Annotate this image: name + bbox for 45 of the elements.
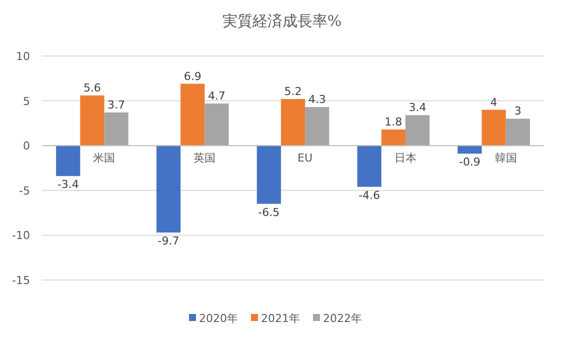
bar bbox=[80, 95, 104, 146]
data-label: 1.8 bbox=[384, 115, 402, 128]
data-label: 4 bbox=[490, 96, 498, 109]
bar bbox=[458, 146, 482, 154]
bar bbox=[256, 146, 281, 204]
bar bbox=[305, 107, 330, 146]
data-label: 6.9 bbox=[184, 70, 202, 83]
x-tick-label: 英国 bbox=[194, 152, 216, 165]
y-tick-label: 10 bbox=[16, 50, 30, 63]
bar bbox=[405, 115, 430, 146]
data-label: -9.7 bbox=[158, 234, 180, 248]
bar bbox=[56, 146, 80, 176]
data-label: 4.3 bbox=[308, 93, 326, 106]
y-tick-label: -5 bbox=[19, 184, 30, 198]
bar bbox=[204, 103, 229, 146]
bar bbox=[156, 146, 181, 233]
data-label: -0.9 bbox=[458, 156, 480, 169]
bar bbox=[180, 84, 205, 146]
data-label: -3.4 bbox=[57, 178, 79, 192]
bar bbox=[104, 112, 128, 146]
data-label: 3.4 bbox=[408, 101, 426, 114]
x-tick-label: EU bbox=[298, 152, 313, 165]
x-tick-label: 日本 bbox=[394, 152, 416, 165]
bar bbox=[381, 129, 406, 146]
bar bbox=[357, 146, 382, 187]
x-tick-label: 韓国 bbox=[494, 152, 517, 165]
legend-label: 2022年 bbox=[323, 312, 362, 325]
legend-label: 2020年 bbox=[199, 312, 238, 325]
chart-title: 実質経済成長率% bbox=[222, 12, 342, 30]
data-label: 5.6 bbox=[83, 81, 101, 94]
bar bbox=[280, 99, 306, 146]
legend-label: 2021年 bbox=[261, 312, 300, 325]
data-label: -6.5 bbox=[258, 206, 280, 219]
y-tick-label: -10 bbox=[12, 229, 30, 242]
data-label: 3.7 bbox=[108, 98, 126, 112]
y-tick-label: 5 bbox=[23, 94, 30, 108]
y-tick-label: -15 bbox=[12, 274, 30, 287]
bar bbox=[506, 118, 530, 146]
bar bbox=[482, 110, 506, 146]
data-label: 5.2 bbox=[284, 85, 302, 98]
y-tick-label: 0 bbox=[23, 140, 30, 153]
data-label: 3 bbox=[514, 104, 522, 118]
data-label: -4.6 bbox=[358, 188, 380, 202]
x-tick-label: 米国 bbox=[93, 152, 116, 165]
data-label: 4.7 bbox=[208, 89, 226, 102]
